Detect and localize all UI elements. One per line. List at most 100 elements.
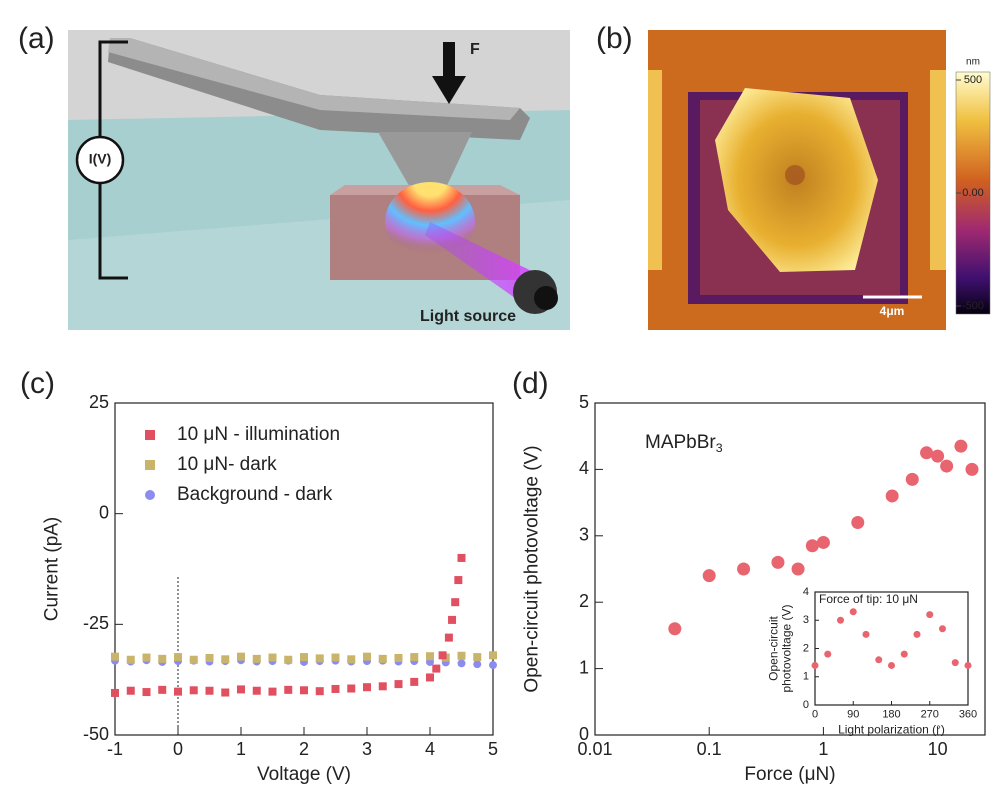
marker [454, 576, 463, 585]
panel-label: (b) [596, 22, 633, 55]
light-label: Light source [420, 308, 516, 325]
marker [363, 683, 371, 692]
marker [174, 687, 182, 696]
marker [805, 539, 819, 553]
marker [448, 615, 457, 624]
marker [849, 608, 857, 616]
marker [965, 462, 979, 476]
marker [851, 516, 865, 530]
legend-marker [145, 490, 155, 500]
marker [444, 633, 453, 642]
colorbar-tick-label: 0.00 [962, 187, 983, 199]
annotation-subscript: 3 [716, 441, 723, 455]
force-label: F [470, 41, 480, 58]
y-axis-label: Current (pA) [41, 517, 62, 622]
marker [410, 653, 419, 662]
y-tick-label: -50 [83, 724, 109, 744]
x-tick-label: 270 [921, 709, 939, 721]
y-tick-label: 4 [803, 586, 809, 598]
x-tick-label: 5 [488, 739, 498, 759]
legend-marker [145, 460, 155, 470]
y-tick-label: 2 [803, 642, 809, 654]
marker [205, 686, 214, 695]
y-tick-label: 25 [89, 392, 109, 412]
marker [888, 661, 895, 669]
chart: -1 0 1 2 3 4 5 -50 -25 0 25 Voltage (V) Current (pA)… [41, 392, 498, 785]
x-axis-label: Light polarization (°) [838, 722, 945, 736]
scale-bar-label: 4μm [880, 304, 905, 318]
marker [189, 655, 198, 664]
marker [668, 622, 682, 636]
marker [702, 569, 716, 583]
legend-marker [145, 430, 155, 440]
marker [939, 625, 946, 633]
x-tick-label: 1 [818, 739, 828, 759]
legend-label: 10 μN - illumination [177, 424, 340, 445]
colorbar-tick-label: 500 [964, 74, 982, 86]
marker [363, 652, 371, 661]
x-tick-label: 2 [299, 739, 309, 759]
marker [473, 660, 482, 669]
x-tick-label: -1 [107, 739, 123, 759]
y-axis-label: photovoltage (V) [780, 604, 794, 692]
y-tick-label: -25 [83, 613, 109, 633]
marker [862, 630, 870, 638]
marker [489, 651, 497, 660]
marker [300, 686, 308, 695]
annotation-text: MAPbBr [645, 432, 716, 453]
marker [378, 682, 387, 691]
y-tick-label: 1 [803, 671, 809, 683]
y-tick-label: 0 [803, 699, 809, 711]
x-tick-label: 180 [882, 709, 900, 721]
marker [457, 659, 466, 668]
marker [811, 661, 819, 669]
x-tick-label: 0.1 [697, 739, 722, 759]
circuit-label: I(V) [89, 151, 112, 167]
marker [237, 685, 245, 694]
annotation: MAPbBr3 [645, 432, 723, 455]
marker [791, 562, 805, 576]
panel-label: (a) [18, 22, 55, 55]
marker [174, 653, 182, 662]
y-axis-label: Open-circuit [766, 615, 780, 680]
x-tick-label: 10 [928, 739, 948, 759]
marker [473, 653, 482, 662]
marker [931, 449, 945, 463]
marker [111, 652, 119, 661]
marker [451, 598, 460, 607]
marker [205, 653, 214, 662]
marker [737, 562, 751, 576]
x-tick-label: 3 [362, 739, 372, 759]
marker [252, 686, 261, 695]
x-tick-label: 90 [847, 709, 859, 721]
marker [315, 654, 324, 663]
marker [457, 651, 466, 660]
x-tick-label: 0 [173, 739, 183, 759]
y-tick-label: 5 [579, 392, 589, 412]
marker [875, 656, 883, 664]
marker [816, 535, 830, 549]
marker [126, 655, 135, 664]
afm-image: 4μm nm [648, 30, 991, 330]
marker [142, 688, 151, 697]
marker [221, 655, 230, 664]
colorbar-tick-label: -500 [962, 300, 984, 312]
marker [438, 651, 447, 660]
marker [347, 684, 356, 693]
marker [331, 684, 340, 693]
marker [237, 652, 245, 661]
marker [951, 659, 959, 667]
marker [824, 650, 832, 658]
x-axis-label: Voltage (V) [257, 764, 351, 785]
marker [885, 489, 899, 503]
panel-label: (d) [512, 367, 549, 400]
marker [900, 650, 908, 658]
marker [284, 655, 293, 664]
marker [284, 685, 293, 694]
marker [268, 653, 277, 662]
marker [347, 655, 356, 664]
legend-label: 10 μN- dark [177, 454, 277, 475]
chart: 0 90 180 270 360 0 1 2 3 4 Light polarization (°) O… [766, 586, 977, 736]
marker [300, 653, 308, 662]
